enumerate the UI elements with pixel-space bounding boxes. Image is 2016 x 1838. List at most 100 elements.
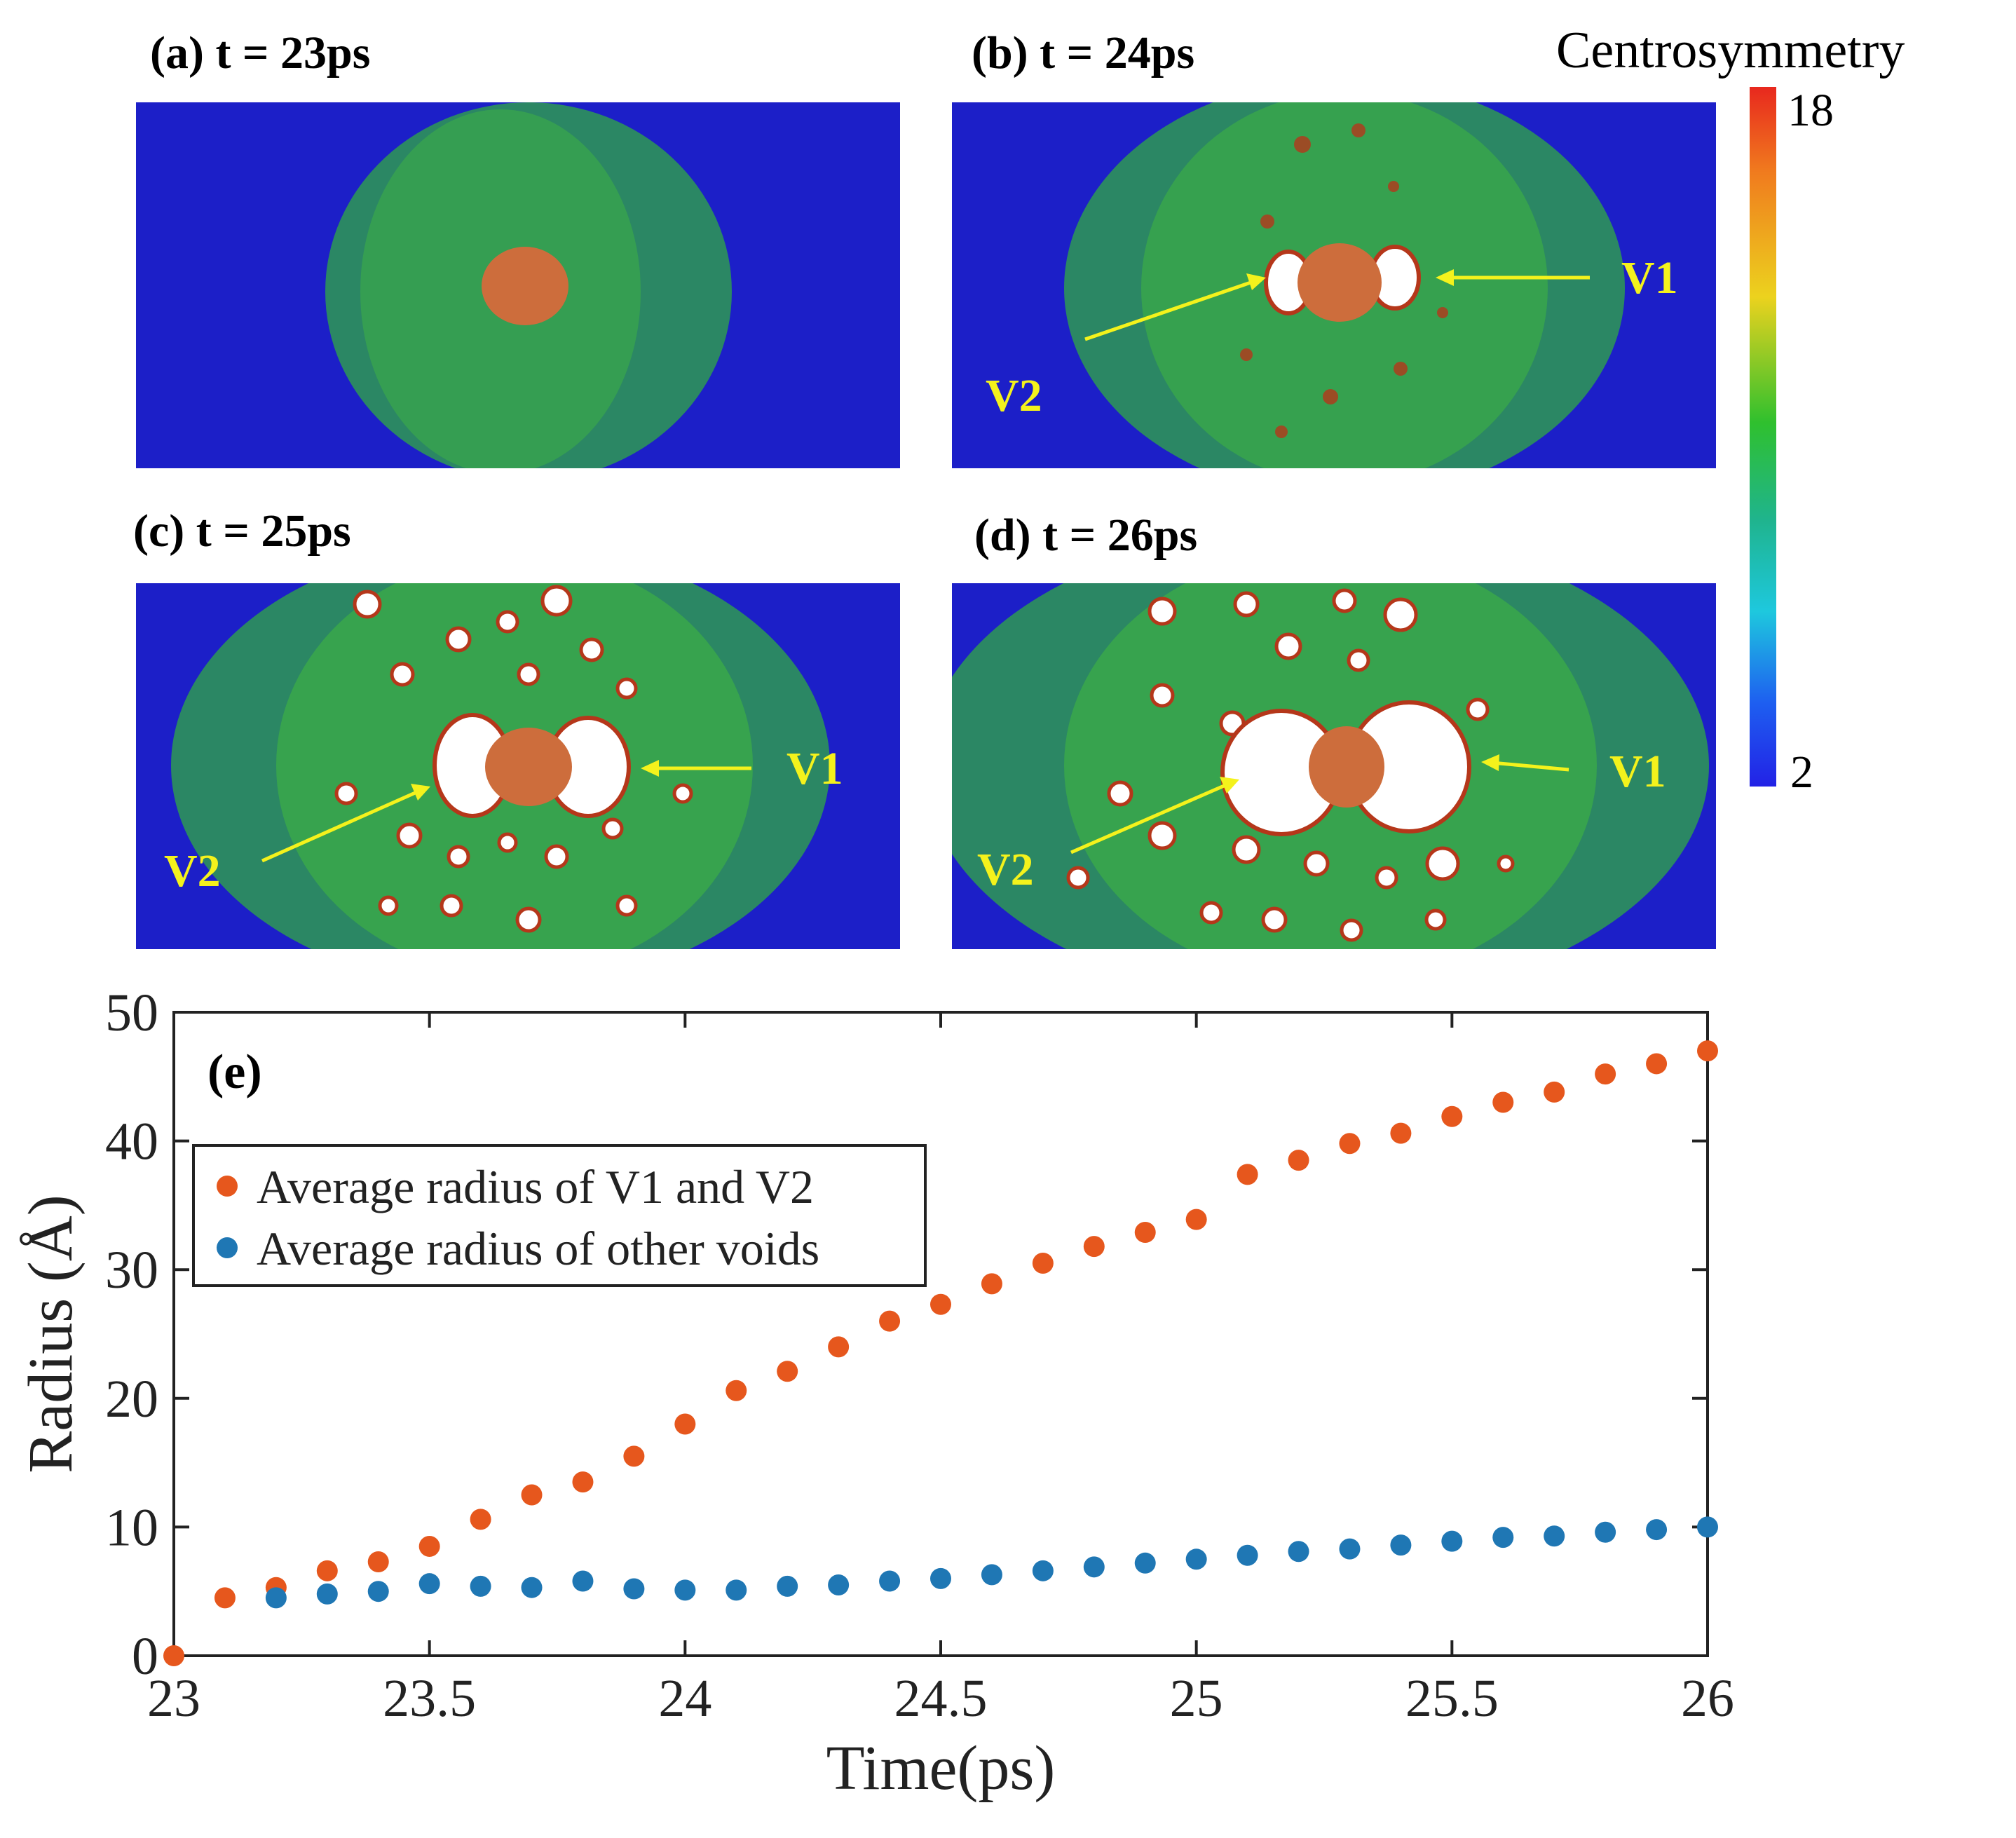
data-point-series-1 (1032, 1253, 1054, 1274)
data-point-series-2 (1237, 1544, 1258, 1566)
data-point-series-1 (1237, 1164, 1258, 1185)
data-point-series-1 (1185, 1209, 1207, 1230)
data-point-series-2 (1185, 1548, 1207, 1570)
data-point-series-2 (316, 1583, 338, 1605)
data-point-series-2 (1288, 1541, 1309, 1563)
panel-a-simulation-image (136, 102, 900, 468)
panel-d-particle (1309, 726, 1384, 808)
data-point-series-1 (163, 1645, 184, 1666)
data-point-series-1 (521, 1484, 543, 1506)
panel-c-simulation-image: V1 V2 (136, 583, 900, 949)
data-point-series-2 (1032, 1560, 1054, 1581)
data-point-series-1 (1083, 1236, 1105, 1258)
data-point-series-2 (1595, 1521, 1616, 1543)
data-point-series-2 (879, 1570, 901, 1592)
panel-c-v2-label: V2 (164, 845, 221, 897)
data-point-series-1 (1697, 1040, 1718, 1062)
x-tick-label: 23.5 (383, 1669, 476, 1728)
data-point-series-1 (1134, 1221, 1156, 1243)
data-point-series-2 (828, 1574, 850, 1596)
colorbar-title: Centrosymmetry (1556, 22, 1905, 79)
data-point-series-1 (828, 1336, 850, 1358)
data-point-series-1 (623, 1445, 645, 1467)
panel-d-label: (d) t = 26ps (974, 510, 1198, 561)
panel-b-particle (1298, 243, 1382, 322)
data-point-series-2 (1441, 1530, 1463, 1552)
data-point-series-1 (1288, 1150, 1309, 1171)
data-point-series-1 (777, 1361, 798, 1382)
data-point-series-1 (1339, 1133, 1361, 1155)
plot-frame (172, 1011, 1709, 1657)
data-point-series-2 (623, 1578, 645, 1600)
y-tick-label: 50 (105, 983, 158, 1042)
panel-c-particle (485, 728, 572, 806)
data-point-series-1 (930, 1293, 951, 1315)
x-tick-label: 26 (1681, 1669, 1734, 1728)
y-tick-label: 40 (105, 1112, 158, 1171)
data-point-series-1 (726, 1380, 747, 1401)
panel-b-v2-label: V2 (986, 370, 1042, 421)
legend-marker-1 (217, 1176, 238, 1197)
data-point-series-1 (1646, 1053, 1668, 1075)
data-point-series-2 (674, 1579, 696, 1601)
data-point-series-2 (572, 1570, 594, 1592)
panel-d-v1-label: V1 (1609, 746, 1666, 797)
panel-b-simulation-image: V1 V2 (952, 102, 1716, 468)
y-tick-label: 0 (132, 1627, 158, 1686)
data-point-series-1 (572, 1471, 594, 1493)
data-point-series-1 (470, 1509, 491, 1530)
data-point-series-1 (1390, 1122, 1412, 1144)
colorbar-max-label: 18 (1787, 85, 1834, 136)
data-point-series-2 (1697, 1516, 1718, 1538)
legend-entry-1: Average radius of V1 and V2 (257, 1160, 814, 1213)
data-point-series-2 (1134, 1552, 1156, 1574)
panel-b-v1-label: V1 (1621, 252, 1678, 304)
x-tick-label: 25.5 (1405, 1669, 1499, 1728)
data-point-series-1 (1595, 1063, 1616, 1085)
data-point-series-1 (1441, 1105, 1463, 1127)
data-point-series-1 (214, 1587, 236, 1609)
data-point-series-2 (521, 1577, 543, 1598)
y-tick-label: 10 (105, 1498, 158, 1557)
data-point-series-1 (1544, 1081, 1565, 1103)
data-point-series-2 (1492, 1527, 1514, 1548)
data-point-series-1 (1492, 1091, 1514, 1113)
data-point-series-2 (1083, 1556, 1105, 1578)
x-tick-label: 25 (1170, 1669, 1223, 1728)
legend-entry-2: Average radius of other voids (257, 1222, 819, 1275)
data-point-series-2 (418, 1573, 440, 1595)
data-point-series-2 (1390, 1534, 1412, 1556)
data-point-series-2 (981, 1564, 1002, 1586)
y-tick-label: 30 (105, 1241, 158, 1300)
panel-d-v2-label: V2 (977, 844, 1034, 895)
data-point-series-1 (981, 1273, 1002, 1295)
data-point-series-2 (265, 1587, 287, 1609)
data-point-series-2 (1544, 1525, 1565, 1547)
data-point-series-1 (367, 1551, 389, 1572)
data-point-series-2 (1646, 1519, 1668, 1541)
chart-e: 23 23.5 24 24.5 25 25.5 26 0 10 20 30 40 50 Time(ps) R… (16, 983, 1734, 1803)
data-point-series-2 (367, 1581, 389, 1602)
colorbar-gradient (1750, 87, 1776, 787)
panel-d-simulation-image: V1 V2 (952, 583, 1716, 949)
x-axis-label: Time(ps) (826, 1734, 1056, 1803)
panel-a-particle (482, 247, 568, 325)
data-point-series-1 (879, 1310, 901, 1332)
colorbar-min-label: 2 (1790, 747, 1813, 798)
data-point-series-2 (1339, 1538, 1361, 1560)
legend-marker-2 (217, 1237, 238, 1258)
data-point-series-1 (316, 1560, 338, 1581)
data-point-series-2 (726, 1579, 747, 1601)
data-point-series-2 (930, 1567, 951, 1589)
y-tick-label: 20 (105, 1370, 158, 1429)
panel-e-label: (e) (207, 1045, 262, 1099)
data-point-series-2 (470, 1575, 491, 1597)
panel-c-v1-label: V1 (786, 743, 843, 794)
x-tick-label: 24 (658, 1669, 711, 1728)
data-point-series-1 (674, 1413, 696, 1435)
y-axis-label: Radius (Å) (16, 1194, 86, 1473)
x-tick-label: 23 (147, 1669, 200, 1728)
panel-a-label: (a) t = 23ps (150, 27, 371, 79)
panel-c-label: (c) t = 25ps (133, 505, 351, 557)
data-point-series-1 (418, 1535, 440, 1557)
